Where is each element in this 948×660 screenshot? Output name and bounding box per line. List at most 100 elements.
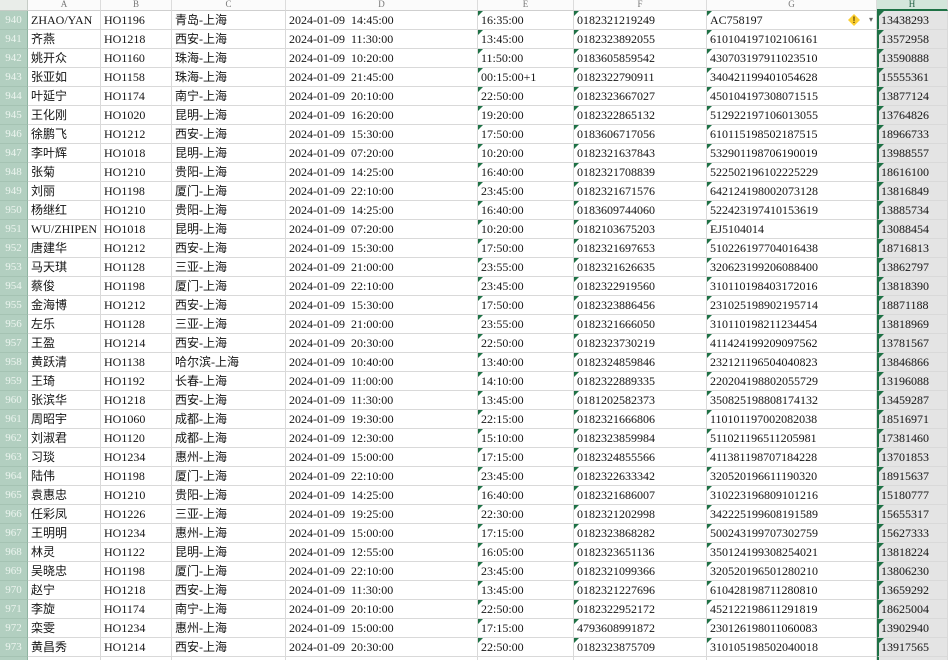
cell-arrive[interactable] [478, 657, 574, 660]
cell-flight[interactable]: HO1192 [101, 372, 172, 391]
row-number[interactable]: 954 [0, 277, 28, 296]
cell-route[interactable]: 西安-上海 [172, 581, 286, 600]
cell-ticket[interactable]: 0182103675203 [574, 220, 707, 239]
cell-flight[interactable]: HO1198 [101, 562, 172, 581]
cell-phone[interactable]: 18966733 [877, 125, 948, 144]
cell-flight[interactable]: HO1214 [101, 334, 172, 353]
cell-name[interactable]: 习琰 [28, 448, 101, 467]
cell-phone[interactable]: 13806230 [877, 562, 948, 581]
cell-id_no[interactable]: 110101197002082038 [707, 410, 877, 429]
cell-flight[interactable]: HO1018 [101, 220, 172, 239]
cell-route[interactable]: 厦门-上海 [172, 562, 286, 581]
cell-phone[interactable]: 18516971 [877, 410, 948, 429]
cell-id_no[interactable]: 320623199206088400 [707, 258, 877, 277]
cell-arrive[interactable]: 17:15:00 [478, 619, 574, 638]
cell-depart[interactable]: 2024-01-09 20:10:00 [286, 87, 478, 106]
row-number[interactable]: 953 [0, 258, 28, 277]
cell-route[interactable]: 西安-上海 [172, 334, 286, 353]
column-header-G[interactable]: G [707, 0, 877, 11]
cell-depart[interactable]: 2024-01-09 15:00:00 [286, 619, 478, 638]
cell-depart[interactable]: 2024-01-09 12:30:00 [286, 429, 478, 448]
cell-depart[interactable]: 2024-01-09 15:00:00 [286, 448, 478, 467]
cell-ticket[interactable]: 0182321697653 [574, 239, 707, 258]
cell-name[interactable]: 黄昌秀 [28, 638, 101, 657]
cell-phone[interactable]: 13846866 [877, 353, 948, 372]
row-number[interactable]: 946 [0, 125, 28, 144]
cell-depart[interactable]: 2024-01-09 07:20:00 [286, 220, 478, 239]
cell-id_no[interactable]: 340421199401054628 [707, 68, 877, 87]
row-number[interactable]: 968 [0, 543, 28, 562]
cell-name[interactable]: 张菊 [28, 163, 101, 182]
cell-route[interactable]: 西安-上海 [172, 391, 286, 410]
cell-phone[interactable]: 13781567 [877, 334, 948, 353]
cell-ticket[interactable]: 0182321671576 [574, 182, 707, 201]
cell-route[interactable]: 惠州-上海 [172, 619, 286, 638]
cell-flight[interactable]: HO1020 [101, 106, 172, 125]
cell-flight[interactable]: HO1196 [101, 11, 172, 30]
cell-arrive[interactable]: 17:15:00 [478, 448, 574, 467]
cell-ticket[interactable]: 0182324855566 [574, 448, 707, 467]
row-number[interactable]: 974 [0, 657, 28, 660]
cell-arrive[interactable]: 23:45:00 [478, 467, 574, 486]
cell-phone[interactable]: 13088454 [877, 220, 948, 239]
cell-phone[interactable]: 13659292 [877, 581, 948, 600]
cell-depart[interactable]: 2024-01-09 21:45:00 [286, 68, 478, 87]
cell-id_no[interactable]: 430703197911023510 [707, 49, 877, 68]
cell-arrive[interactable]: 23:55:00 [478, 315, 574, 334]
cell-phone[interactable]: 13902940 [877, 619, 948, 638]
cell-flight[interactable]: HO1234 [101, 619, 172, 638]
cell-arrive[interactable]: 19:20:00 [478, 106, 574, 125]
cell-ticket[interactable] [574, 657, 707, 660]
cell-ticket[interactable]: 0182321219249 [574, 11, 707, 30]
cell-id_no[interactable]: 342225199608191589 [707, 505, 877, 524]
cell-flight[interactable]: HO1210 [101, 486, 172, 505]
cell-route[interactable]: 成都-上海 [172, 429, 286, 448]
cell-id_no[interactable]: 511021196511205981 [707, 429, 877, 448]
cell-arrive[interactable]: 13:45:00 [478, 30, 574, 49]
cell-flight[interactable]: HO1198 [101, 277, 172, 296]
cell-ticket[interactable]: 0182322790911 [574, 68, 707, 87]
cell-route[interactable]: 昆明-上海 [172, 220, 286, 239]
cell-phone[interactable]: 13590888 [877, 49, 948, 68]
cell-id_no[interactable]: 310110198211234454 [707, 315, 877, 334]
cell-ticket[interactable]: 0182323868282 [574, 524, 707, 543]
cell-phone[interactable]: 15655317 [877, 505, 948, 524]
cell-id_no[interactable]: 350825198808174132 [707, 391, 877, 410]
cell-arrive[interactable]: 23:45:00 [478, 562, 574, 581]
cell-phone[interactable]: 13459287 [877, 391, 948, 410]
cell-ticket[interactable]: 0182322952172 [574, 600, 707, 619]
cell-name[interactable]: 刘淑君 [28, 429, 101, 448]
cell-ticket[interactable]: 0182321708839 [574, 163, 707, 182]
cell-route[interactable]: 厦门-上海 [172, 277, 286, 296]
cell-depart[interactable]: 2024-01-09 20:30:00 [286, 638, 478, 657]
cell-depart[interactable]: 2024-01-09 22:10:00 [286, 277, 478, 296]
cell-ticket[interactable]: 0182323730219 [574, 334, 707, 353]
cell-flight[interactable]: HO1018 [101, 144, 172, 163]
cell-ticket[interactable]: 0182323892055 [574, 30, 707, 49]
cell-name[interactable]: 吴晓忠 [28, 562, 101, 581]
cell-depart[interactable]: 2024-01-09 14:25:00 [286, 163, 478, 182]
cell-route[interactable]: 南宁-上海 [172, 600, 286, 619]
cell-route[interactable]: 西安-上海 [172, 125, 286, 144]
row-number[interactable]: 943 [0, 68, 28, 87]
cell-id_no[interactable]: 610428198711280810 [707, 581, 877, 600]
cell-route[interactable]: 惠州-上海 [172, 448, 286, 467]
cell-id_no[interactable]: 232121196504040823 [707, 353, 877, 372]
cell-ticket[interactable]: 0182321202998 [574, 505, 707, 524]
cell-id_no[interactable]: 452122198611291819 [707, 600, 877, 619]
cell-name[interactable]: 任彩凤 [28, 505, 101, 524]
cell-flight[interactable]: HO1160 [101, 49, 172, 68]
cell-flight[interactable]: HO1158 [101, 68, 172, 87]
cell-name[interactable]: 蔡俊 [28, 277, 101, 296]
cell-arrive[interactable]: 17:50:00 [478, 239, 574, 258]
cell-route[interactable]: 三亚-上海 [172, 258, 286, 277]
cell-route[interactable]: 三亚-上海 [172, 315, 286, 334]
column-header-E[interactable]: E [478, 0, 574, 11]
cell-flight[interactable]: HO1060 [101, 410, 172, 429]
cell-phone[interactable]: 18915637 [877, 467, 948, 486]
cell-flight[interactable]: HO1128 [101, 315, 172, 334]
cell-flight[interactable]: HO1212 [101, 125, 172, 144]
column-header-F[interactable]: F [574, 0, 707, 11]
cell-phone[interactable]: 15555361 [877, 68, 948, 87]
cell-arrive[interactable]: 13:45:00 [478, 581, 574, 600]
